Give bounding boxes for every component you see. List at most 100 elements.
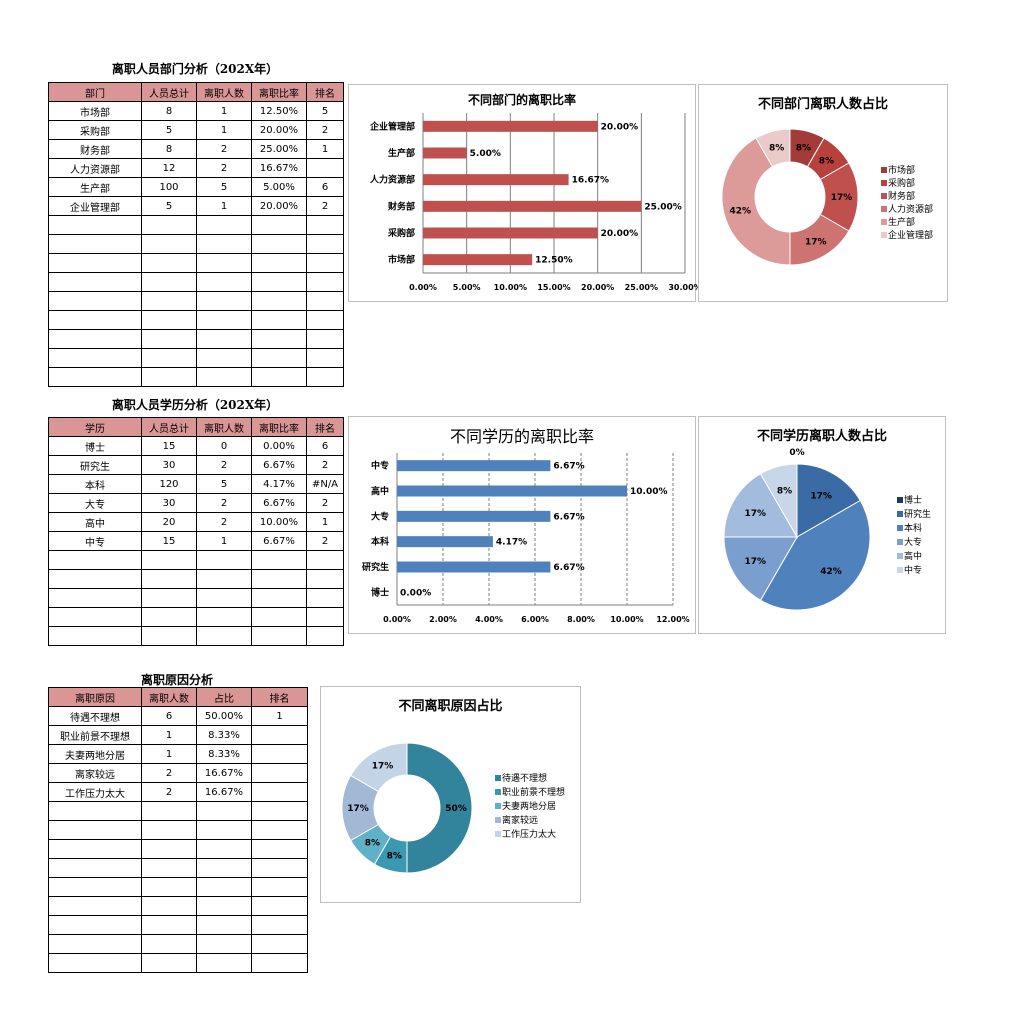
table-cell[interactable]: 博士 <box>48 436 142 456</box>
table-cell[interactable] <box>196 953 252 973</box>
table-cell[interactable]: 5 <box>141 196 197 216</box>
table-cell[interactable] <box>141 626 197 646</box>
table-cell[interactable]: 2 <box>306 455 344 475</box>
table-cell[interactable] <box>141 858 197 878</box>
table-cell[interactable]: 高中 <box>48 512 142 532</box>
table-cell[interactable]: 15 <box>141 531 197 551</box>
table-cell[interactable]: 待遇不理想 <box>48 706 142 726</box>
table-cell[interactable]: 5 <box>196 177 252 197</box>
table-cell[interactable] <box>141 272 197 292</box>
table-cell[interactable]: 15 <box>141 436 197 456</box>
table-cell[interactable]: 市场部 <box>48 101 142 121</box>
table-cell[interactable] <box>306 550 344 570</box>
table-cell[interactable] <box>196 234 252 254</box>
table-cell[interactable]: 120 <box>141 474 197 494</box>
table-cell[interactable] <box>196 329 252 349</box>
table-cell[interactable] <box>196 934 252 954</box>
table-cell[interactable] <box>251 367 307 387</box>
table-cell[interactable]: 2 <box>196 139 252 159</box>
table-cell[interactable] <box>141 877 197 897</box>
table-cell[interactable]: 财务部 <box>48 139 142 159</box>
table-cell[interactable] <box>48 588 142 608</box>
table-cell[interactable]: 1 <box>141 744 197 764</box>
table-cell[interactable] <box>48 367 142 387</box>
table-cell[interactable] <box>48 953 142 973</box>
table-cell[interactable] <box>141 934 197 954</box>
table-cell[interactable]: 12 <box>141 158 197 178</box>
table-cell[interactable] <box>196 291 252 311</box>
table-cell[interactable] <box>251 953 308 973</box>
table-cell[interactable]: 8 <box>141 101 197 121</box>
table-cell[interactable]: 4.17% <box>251 474 307 494</box>
table-cell[interactable]: 2 <box>196 512 252 532</box>
table-cell[interactable] <box>251 550 307 570</box>
table-cell[interactable]: 6.67% <box>251 531 307 551</box>
table-cell[interactable]: 2 <box>306 493 344 513</box>
table-cell[interactable] <box>141 801 197 821</box>
table-cell[interactable]: 5 <box>306 101 344 121</box>
table-cell[interactable] <box>196 896 252 916</box>
table-cell[interactable]: 本科 <box>48 474 142 494</box>
table-cell[interactable] <box>251 569 307 589</box>
table-cell[interactable] <box>196 215 252 235</box>
table-cell[interactable]: 中专 <box>48 531 142 551</box>
table-cell[interactable] <box>141 310 197 330</box>
table-cell[interactable]: 企业管理部 <box>48 196 142 216</box>
table-cell[interactable]: 2 <box>196 158 252 178</box>
table-cell[interactable]: 2 <box>141 782 197 802</box>
table-cell[interactable] <box>306 607 344 627</box>
table-cell[interactable] <box>48 801 142 821</box>
table-cell[interactable]: 职业前景不理想 <box>48 725 142 745</box>
table-cell[interactable] <box>196 348 252 368</box>
table-cell[interactable]: 20.00% <box>251 196 307 216</box>
table-cell[interactable]: 16.67% <box>196 763 252 783</box>
table-cell[interactable] <box>251 915 308 935</box>
table-cell[interactable] <box>141 820 197 840</box>
table-cell[interactable]: 6 <box>306 436 344 456</box>
table-cell[interactable]: 30 <box>141 455 197 475</box>
table-cell[interactable]: 大专 <box>48 493 142 513</box>
table-cell[interactable]: 1 <box>306 139 344 159</box>
table-cell[interactable]: 2 <box>306 531 344 551</box>
table-cell[interactable] <box>196 801 252 821</box>
table-cell[interactable] <box>141 953 197 973</box>
table-cell[interactable]: 8 <box>141 139 197 159</box>
table-cell[interactable] <box>306 215 344 235</box>
table-cell[interactable] <box>141 367 197 387</box>
table-cell[interactable]: 20.00% <box>251 120 307 140</box>
table-cell[interactable] <box>48 348 142 368</box>
table-cell[interactable]: 1 <box>141 725 197 745</box>
table-cell[interactable]: 30 <box>141 493 197 513</box>
table-cell[interactable]: 1 <box>196 196 252 216</box>
table-cell[interactable] <box>48 858 142 878</box>
table-cell[interactable] <box>141 550 197 570</box>
table-cell[interactable]: 2 <box>306 120 344 140</box>
table-cell[interactable] <box>306 348 344 368</box>
table-cell[interactable] <box>196 588 252 608</box>
table-cell[interactable] <box>48 215 142 235</box>
table-cell[interactable] <box>306 234 344 254</box>
table-cell[interactable] <box>306 310 344 330</box>
table-cell[interactable] <box>251 310 307 330</box>
table-cell[interactable] <box>251 744 308 764</box>
table-cell[interactable] <box>48 820 142 840</box>
table-cell[interactable] <box>306 272 344 292</box>
table-cell[interactable] <box>196 877 252 897</box>
table-cell[interactable] <box>251 588 307 608</box>
table-cell[interactable]: 5 <box>141 120 197 140</box>
table-cell[interactable]: 1 <box>196 101 252 121</box>
table-cell[interactable] <box>141 896 197 916</box>
table-cell[interactable] <box>196 626 252 646</box>
table-cell[interactable] <box>48 291 142 311</box>
table-cell[interactable] <box>251 329 307 349</box>
table-cell[interactable] <box>141 291 197 311</box>
table-cell[interactable] <box>251 291 307 311</box>
table-cell[interactable] <box>196 569 252 589</box>
table-cell[interactable]: 16.67% <box>251 158 307 178</box>
table-cell[interactable] <box>306 569 344 589</box>
table-cell[interactable] <box>251 253 307 273</box>
table-cell[interactable] <box>251 858 308 878</box>
table-cell[interactable] <box>251 934 308 954</box>
table-cell[interactable]: 2 <box>196 455 252 475</box>
table-cell[interactable] <box>251 626 307 646</box>
